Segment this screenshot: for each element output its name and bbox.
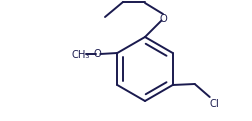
- Text: CH₃: CH₃: [71, 49, 90, 60]
- Text: Cl: Cl: [209, 99, 219, 109]
- Text: O: O: [93, 49, 101, 59]
- Text: O: O: [159, 14, 166, 24]
